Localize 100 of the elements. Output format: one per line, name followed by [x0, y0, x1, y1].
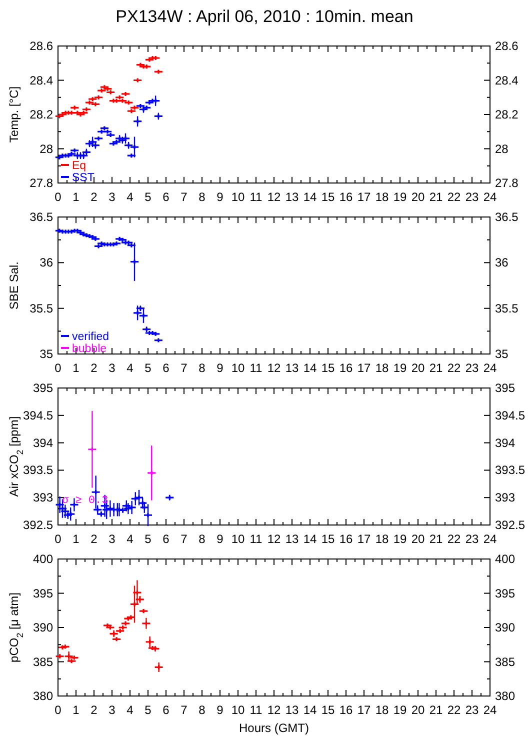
x-tick-label: 1 [72, 532, 80, 546]
y2-tick-label: 392.5 [495, 518, 526, 532]
x-tick-label: 7 [180, 532, 188, 546]
x-tick-label: 4 [126, 703, 134, 717]
x-tick-label: 2 [90, 532, 98, 546]
y2-tick-label: 394 [495, 436, 516, 450]
x-axis-title: Hours (GMT) [239, 721, 309, 735]
y-tick-label: 36.5 [30, 210, 54, 224]
y-tick-label: 393.5 [22, 463, 54, 478]
x-tick-label: 1 [72, 190, 80, 204]
x-tick-label: 12 [267, 361, 281, 375]
y2-tick-label: 36 [495, 256, 509, 270]
y2-tick-label: 395 [495, 586, 516, 600]
x-tick-label: 2 [90, 190, 98, 204]
x-tick-label: 19 [393, 532, 407, 546]
y-axis-title: Temp. [°C] [7, 86, 21, 143]
y-tick-label: 392.5 [22, 518, 54, 532]
x-tick-label: 5 [144, 532, 152, 546]
x-tick-label: 2 [90, 703, 98, 717]
x-tick-label: 14 [303, 532, 317, 546]
y-tick-label: 28.4 [30, 73, 54, 88]
x-tick-label: 8 [198, 703, 206, 717]
x-tick-label: 16 [339, 190, 353, 204]
x-tick-label: 3 [108, 532, 116, 546]
x-tick-label: 8 [198, 532, 206, 546]
x-tick-label: 17 [357, 190, 371, 204]
y-tick-label: 390 [32, 620, 54, 634]
y-tick-label: 395 [32, 381, 54, 395]
x-tick-label: 17 [357, 361, 371, 375]
legend-label: Eq [72, 160, 86, 172]
x-tick-label: 20 [411, 361, 425, 375]
y2-tick-label: 36.5 [495, 210, 519, 224]
y2-tick-label: 35.5 [495, 301, 519, 316]
x-tick-label: 24 [483, 190, 497, 204]
y2-tick-label: 395 [495, 381, 516, 395]
x-tick-label: 9 [216, 703, 224, 717]
x-tick-label: 5 [144, 361, 152, 375]
y-tick-label: 393 [32, 490, 54, 505]
x-tick-label: 5 [144, 190, 152, 204]
x-tick-label: 14 [303, 703, 317, 717]
x-tick-label: 20 [411, 703, 425, 717]
y-tick-label: 35.5 [30, 301, 54, 316]
x-tick-label: 9 [216, 361, 224, 375]
x-tick-label: 6 [162, 532, 170, 546]
x-tick-label: 11 [250, 361, 263, 375]
x-tick-label: 17 [357, 703, 371, 717]
legend-label: SST [72, 172, 94, 184]
x-tick-label: 24 [483, 703, 497, 717]
x-tick-label: 7 [180, 361, 188, 375]
y2-tick-label: 28.2 [495, 108, 519, 122]
x-tick-label: 9 [216, 190, 224, 204]
x-tick-label: 14 [303, 190, 317, 204]
x-tick-label: 19 [393, 361, 407, 375]
x-tick-label: 23 [465, 361, 479, 375]
y-tick-label: 380 [32, 689, 54, 703]
x-tick-label: 22 [447, 703, 461, 717]
y2-tick-label: 380 [495, 689, 516, 703]
x-tick-label: 4 [126, 532, 134, 546]
x-tick-label: 22 [447, 532, 461, 546]
x-tick-label: 13 [285, 361, 299, 375]
y-tick-label: 394 [32, 436, 54, 450]
y2-tick-label: 390 [495, 620, 516, 634]
y-tick-label: 27.8 [30, 176, 54, 190]
x-tick-label: 10 [231, 190, 245, 204]
y2-tick-label: 28 [495, 142, 509, 156]
y2-tick-label: 400 [495, 552, 516, 566]
x-tick-label: 1 [72, 703, 80, 717]
y-tick-label: 36 [40, 256, 54, 270]
x-tick-label: 11 [250, 532, 263, 546]
x-tick-label: 20 [411, 532, 425, 546]
y-tick-label: 28.6 [30, 39, 54, 53]
x-tick-label: 18 [375, 532, 389, 546]
x-tick-label: 4 [126, 361, 134, 375]
x-tick-label: 21 [429, 532, 443, 546]
x-tick-label: 0 [54, 703, 62, 717]
y-tick-label: 28.2 [30, 108, 54, 122]
x-tick-label: 13 [285, 532, 299, 546]
y2-tick-label: 28.4 [495, 73, 519, 88]
x-tick-label: 3 [108, 361, 116, 375]
x-tick-label: 15 [321, 361, 335, 375]
x-tick-label: 0 [54, 532, 62, 546]
x-tick-label: 16 [339, 361, 353, 375]
x-tick-label: 24 [483, 532, 497, 546]
x-tick-label: 22 [447, 190, 461, 204]
x-tick-label: 6 [162, 703, 170, 717]
x-tick-label: 12 [267, 532, 281, 546]
x-tick-label: 13 [285, 190, 299, 204]
x-tick-label: 21 [429, 361, 443, 375]
y-axis-title: SBE Sal. [7, 261, 21, 310]
y2-tick-label: 393 [495, 490, 516, 505]
x-tick-label: 17 [357, 532, 371, 546]
y2-tick-label: 28.6 [495, 39, 519, 53]
y-tick-label: 35 [40, 347, 54, 361]
x-tick-label: 15 [321, 190, 335, 204]
x-tick-label: 11 [250, 190, 263, 204]
x-tick-label: 21 [429, 703, 443, 717]
y2-tick-label: 394.5 [495, 408, 526, 422]
x-tick-label: 18 [375, 703, 389, 717]
x-tick-label: 23 [465, 703, 479, 717]
x-tick-label: 0 [54, 190, 62, 204]
